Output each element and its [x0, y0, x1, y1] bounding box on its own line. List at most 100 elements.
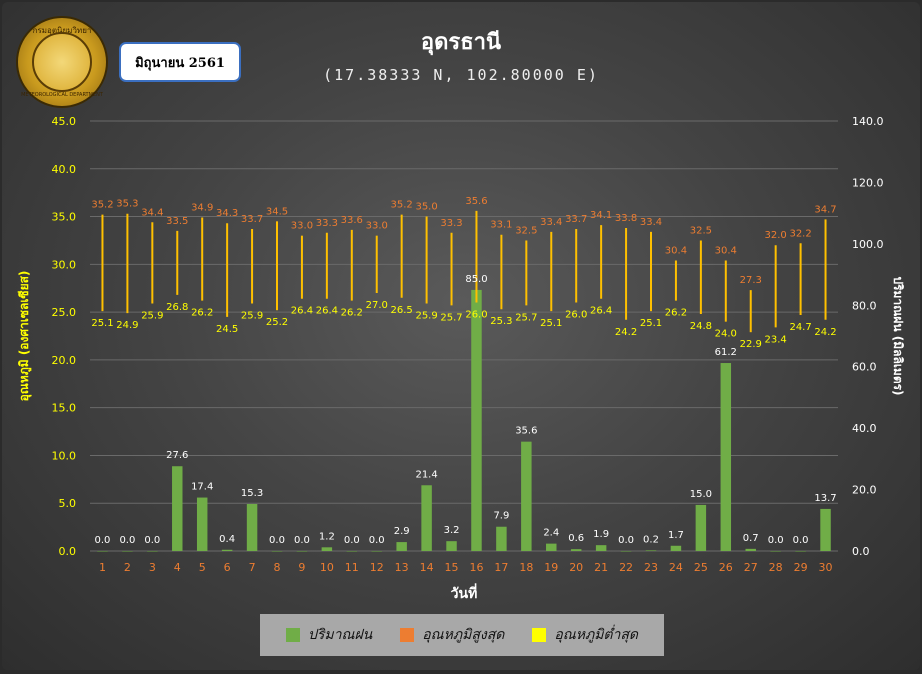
- rain-data-label: 1.2: [319, 531, 335, 542]
- y-left-tick-label: 15.0: [52, 402, 77, 415]
- rain-bar: [496, 526, 507, 551]
- rain-data-label: 0.6: [568, 533, 584, 544]
- tmax-data-label: 35.3: [116, 199, 138, 210]
- tmin-data-label: 24.0: [715, 329, 737, 340]
- rain-bar: [745, 548, 756, 551]
- tmin-data-label: 26.5: [391, 305, 413, 316]
- rain-data-label: 0.0: [294, 535, 310, 546]
- tmax-data-label: 33.7: [241, 214, 263, 225]
- rain-bar: [446, 541, 457, 551]
- rain-data-label: 0.2: [643, 534, 659, 545]
- rain-bar: [346, 551, 358, 552]
- y-left-tick-label: 25.0: [52, 306, 77, 319]
- y-left-tick-label: 40.0: [52, 163, 77, 176]
- tmin-data-label: 26.4: [316, 306, 338, 317]
- rain-bar: [720, 363, 732, 551]
- legend-label-rain: ปริมาณฝน: [307, 627, 373, 643]
- x-tick-label: 2: [124, 561, 131, 574]
- chart-legend: ปริมาณฝน อุณหภูมิสูงสุด อุณหภูมิต่ำสุด: [260, 614, 664, 656]
- rain-data-label: 85.0: [465, 274, 487, 285]
- tmax-data-label: 34.4: [141, 207, 163, 218]
- x-tick-label: 8: [274, 561, 281, 574]
- rain-bar: [221, 549, 233, 551]
- tmax-data-label: 35.2: [391, 200, 413, 211]
- rain-data-label: 2.9: [394, 526, 410, 537]
- tmax-data-label: 33.5: [166, 216, 188, 227]
- rain-data-label: 0.0: [618, 535, 634, 546]
- rain-data-label: 21.4: [415, 469, 437, 480]
- rain-bar: [321, 547, 333, 551]
- rain-data-label: 7.9: [493, 511, 509, 522]
- rain-bar: [471, 289, 482, 551]
- x-tick-label: 14: [420, 561, 434, 574]
- rain-bar: [521, 441, 532, 551]
- tmax-data-label: 33.4: [540, 217, 562, 228]
- x-tick-label: 4: [174, 561, 181, 574]
- rain-data-label: 0.0: [768, 535, 784, 546]
- x-axis-title: วันที่: [451, 583, 478, 602]
- tmin-data-label: 25.2: [266, 317, 288, 328]
- rain-bar: [196, 497, 208, 551]
- legend-swatch-rain: [285, 628, 300, 642]
- x-tick-label: 25: [694, 561, 708, 574]
- rain-bar: [595, 545, 607, 551]
- rain-data-label: 17.4: [191, 482, 213, 493]
- x-tick-label: 29: [794, 561, 808, 574]
- y-left-tick-label: 0.0: [59, 545, 77, 558]
- rain-bar: [396, 542, 407, 551]
- rain-bar: [296, 551, 308, 552]
- x-tick-label: 18: [519, 561, 533, 574]
- rain-data-label: 0.0: [95, 535, 111, 546]
- x-tick-label: 23: [644, 561, 658, 574]
- rain-data-label: 1.7: [668, 530, 684, 541]
- x-tick-label: 16: [469, 561, 483, 574]
- rain-bar: [122, 551, 133, 552]
- rain-data-label: 0.0: [344, 535, 360, 546]
- rain-bar: [172, 466, 183, 551]
- legend-label-tmin: อุณหภูมิต่ำสุด: [554, 627, 639, 643]
- tmin-data-label: 25.7: [515, 312, 537, 323]
- tmax-data-label: 33.1: [490, 220, 512, 231]
- tmin-data-label: 26.8: [166, 302, 188, 313]
- tmax-data-label: 33.8: [615, 213, 637, 224]
- y-right-axis-title: ปริมาณฝน (มิลลิเมตร): [891, 276, 905, 395]
- tmax-data-label: 33.0: [291, 221, 313, 232]
- y-left-tick-label: 5.0: [59, 497, 77, 510]
- tmax-data-label: 32.5: [690, 225, 712, 236]
- y-right-tick-label: 60.0: [852, 361, 877, 374]
- x-tick-label: 30: [819, 561, 833, 574]
- tmax-data-label: 33.4: [640, 217, 662, 228]
- x-tick-label: 7: [249, 561, 256, 574]
- y-left-axis-title: อุณหภูมิ (องศาเซลเซียส): [17, 271, 32, 402]
- tmax-data-label: 35.0: [415, 202, 437, 213]
- tmin-data-label: 26.2: [665, 308, 687, 319]
- tmin-data-label: 24.9: [116, 320, 138, 331]
- rain-data-label: 15.3: [241, 488, 263, 499]
- x-tick-label: 21: [594, 561, 608, 574]
- y-left-tick-label: 10.0: [52, 449, 77, 462]
- y-right-tick-label: 120.0: [852, 176, 884, 189]
- tmin-data-label: 25.1: [640, 318, 662, 329]
- tmax-data-label: 32.0: [765, 230, 787, 241]
- tmax-data-label: 33.7: [565, 214, 587, 225]
- tmax-data-label: 34.7: [814, 204, 836, 215]
- x-tick-label: 22: [619, 561, 633, 574]
- x-tick-label: 17: [494, 561, 508, 574]
- rain-data-label: 0.0: [369, 535, 385, 546]
- y-left-tick-label: 45.0: [52, 115, 77, 128]
- rain-data-label: 0.0: [144, 535, 160, 546]
- tmin-data-label: 26.2: [341, 308, 363, 319]
- logo-top-text: กรมอุตุนิยมวิทยา: [32, 26, 92, 35]
- tmax-data-label: 32.5: [515, 225, 537, 236]
- tmin-data-label: 24.7: [789, 322, 811, 333]
- meteorological-department-logo: กรมอุตุนิยมวิทยา METEOROLOGICAL DEPARTME…: [16, 16, 108, 108]
- tmax-data-label: 34.9: [191, 203, 213, 214]
- rain-bar: [645, 550, 657, 551]
- x-tick-label: 12: [370, 561, 384, 574]
- tmax-data-label: 34.3: [216, 208, 238, 219]
- x-tick-label: 27: [744, 561, 758, 574]
- rain-bar: [620, 551, 632, 552]
- y-right-tick-label: 140.0: [852, 115, 884, 128]
